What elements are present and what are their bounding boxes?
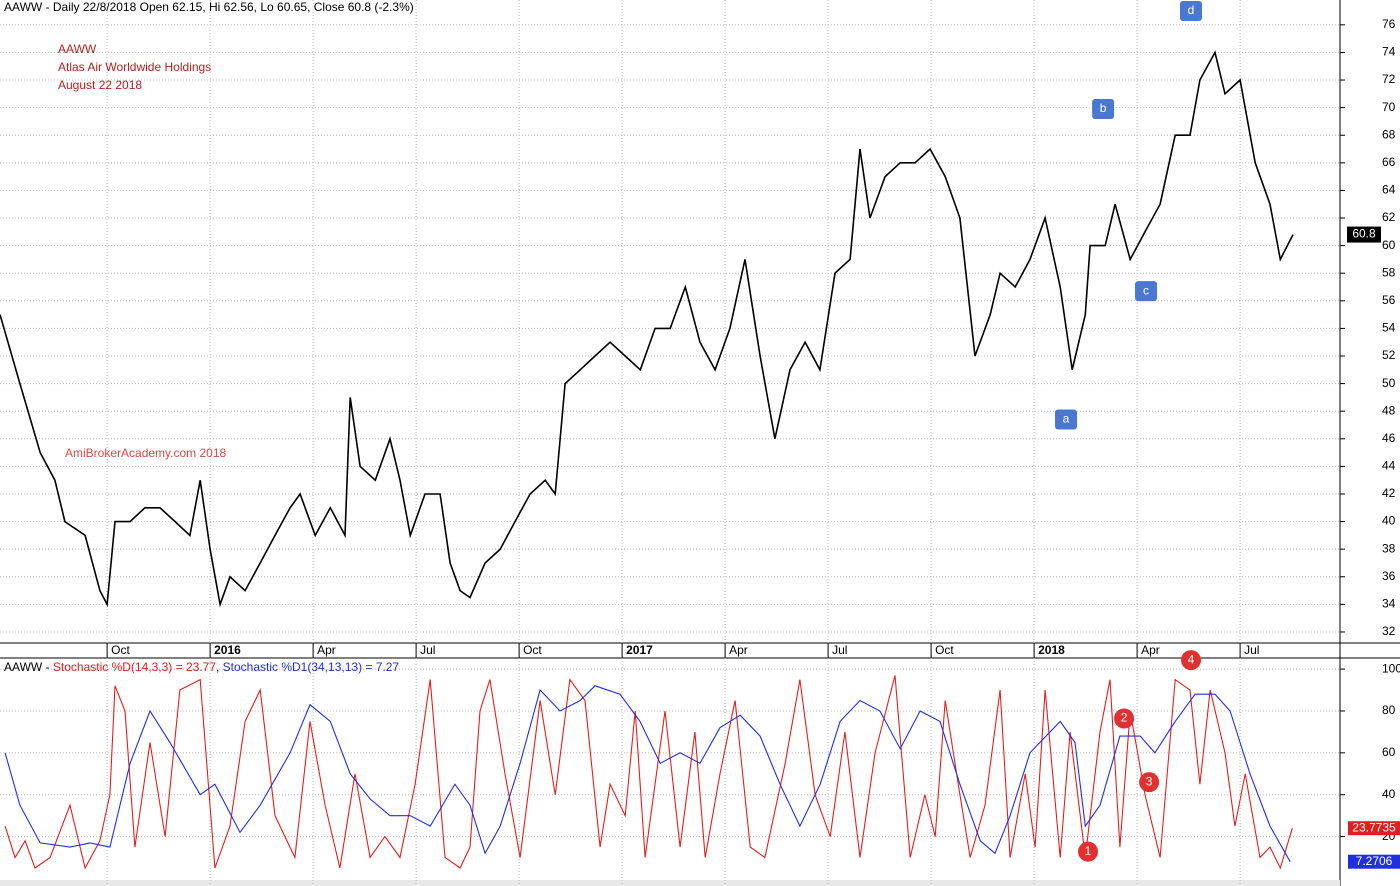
wave-label: d <box>1188 3 1195 17</box>
wave-label-box <box>1135 281 1158 302</box>
wave-label-circle <box>1180 650 1201 671</box>
wave-label: b <box>1100 101 1107 115</box>
wave-label: a <box>1063 412 1070 426</box>
legend-entry: AAWW - <box>4 660 53 674</box>
legend-entry: , <box>216 660 223 674</box>
y-tick-label: 56 <box>1382 293 1396 307</box>
series-line <box>4 685 1291 862</box>
y-tick-label: 40 <box>1382 514 1396 528</box>
x-tick-label: Jul <box>832 643 847 657</box>
y-tick-label: 32 <box>1382 624 1396 638</box>
y-tick-label: 64 <box>1382 183 1396 197</box>
y-tick-label: 36 <box>1382 569 1396 583</box>
wave-label: 2 <box>1121 711 1128 725</box>
chart-title: AAWW - Stochastic %D(14,3,3) = 23.77, St… <box>4 660 399 674</box>
x-tick-label: Oct <box>523 643 542 657</box>
x-tick-label: Oct <box>935 643 954 657</box>
last-value-label: 7.2706 <box>1356 854 1393 868</box>
x-tick-label: Jul <box>1244 643 1259 657</box>
x-tick-label: Oct <box>111 643 130 657</box>
last-value-label: 60.8 <box>1352 227 1376 241</box>
legend-entry: Stochastic %D(14,3,3) = 23.77 <box>53 660 216 674</box>
y-tick-label: 70 <box>1382 100 1396 114</box>
annotation: AAWW <box>58 42 97 56</box>
sheet-tabs <box>0 880 1340 886</box>
wave-label: 3 <box>1146 774 1153 788</box>
y-tick-label: 52 <box>1382 348 1396 362</box>
x-tick-label: 2016 <box>214 643 241 657</box>
wave-label-box <box>1092 99 1115 120</box>
x-tick-label: Apr <box>729 643 748 657</box>
y-tick-label: 42 <box>1382 486 1396 500</box>
x-tick-label: 2017 <box>626 643 653 657</box>
y-tick-label: 100 <box>1382 661 1400 675</box>
y-tick-label: 68 <box>1382 127 1396 141</box>
y-tick-label: 58 <box>1382 265 1396 279</box>
series-line <box>0 50 1294 608</box>
y-tick-label: 48 <box>1382 403 1396 417</box>
y-tick-label: 72 <box>1382 72 1396 86</box>
wave-label: 4 <box>1188 652 1195 666</box>
last-value-box <box>1348 821 1400 836</box>
last-value-box <box>1347 226 1381 243</box>
x-tick-label: Apr <box>1141 643 1160 657</box>
last-value-label: 23.7735 <box>1352 820 1396 834</box>
y-tick-label: 76 <box>1382 17 1396 31</box>
y-tick-label: 50 <box>1382 376 1396 390</box>
y-tick-label: 34 <box>1382 597 1396 611</box>
x-tick-label: 2018 <box>1038 643 1065 657</box>
annotation: August 22 2018 <box>58 78 142 92</box>
wave-label-box <box>1055 409 1078 430</box>
y-tick-label: 60 <box>1382 238 1396 252</box>
y-tick-label: 60 <box>1382 745 1396 759</box>
chart-title: AAWW - Daily 22/8/2018 Open 62.15, Hi 62… <box>4 0 414 14</box>
y-tick-label: 40 <box>1382 787 1396 801</box>
last-value-box <box>1348 854 1400 869</box>
y-tick-label: 66 <box>1382 155 1396 169</box>
wave-label: 1 <box>1085 844 1092 858</box>
wave-label-circle <box>1114 708 1135 729</box>
wave-label: c <box>1143 283 1149 297</box>
watermark: AmiBrokerAcademy.com 2018 <box>65 446 227 460</box>
wave-label-circle <box>1139 772 1160 793</box>
wave-label-circle <box>1077 841 1098 862</box>
x-tick-label: Apr <box>317 643 336 657</box>
y-tick-label: 80 <box>1382 703 1396 717</box>
y-tick-label: 62 <box>1382 210 1396 224</box>
wave-label-box <box>1179 1 1202 22</box>
x-tick-label: Jul <box>420 643 435 657</box>
y-tick-label: 74 <box>1382 45 1396 59</box>
y-tick-label: 44 <box>1382 459 1396 473</box>
y-tick-label: 38 <box>1382 541 1396 555</box>
series-line <box>4 675 1293 870</box>
legend-entry: Stochastic %D1(34,13,13) = 7.27 <box>223 660 400 674</box>
annotation: Atlas Air Worldwide Holdings <box>58 60 211 74</box>
y-tick-label: 46 <box>1382 431 1396 445</box>
y-tick-label: 54 <box>1382 321 1396 335</box>
